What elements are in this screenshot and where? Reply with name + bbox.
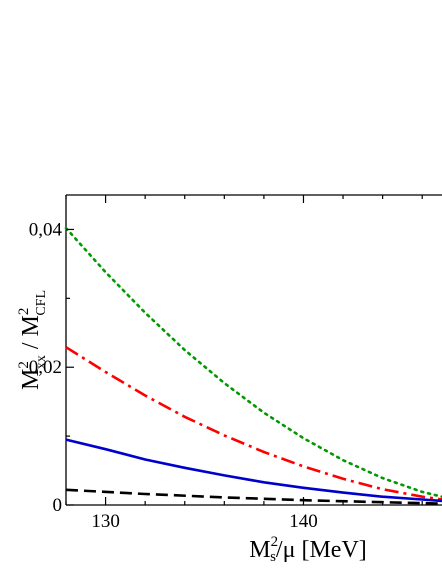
x-rest: /μ [MeV] — [276, 537, 367, 563]
series-layer — [64, 226, 442, 505]
series-line-solid — [65, 438, 442, 503]
y-den-sup: 2 — [16, 308, 32, 316]
x-tick-label: 140 — [289, 511, 318, 532]
y-den-base: M — [18, 315, 44, 336]
series-line-dotted — [64, 226, 442, 498]
plot-frame — [65, 194, 442, 506]
ticks-layer: 130 140 0 0,02 0,04 — [29, 195, 423, 532]
x-sup: 2 — [271, 534, 279, 550]
series-line-dashdot — [65, 346, 442, 501]
series-line-dashed — [65, 488, 442, 505]
y-den-sub: CFL — [34, 290, 49, 316]
y-tick-label: 0,02 — [29, 357, 62, 378]
x-axis-title: M2 s/μ [MeV] — [249, 534, 367, 565]
y-num-sup: 2 — [16, 361, 32, 369]
y-axis-title: M2 xx / M2 CFL — [16, 290, 49, 390]
y-num-sub: xx — [34, 355, 49, 369]
y-num-base: M — [18, 369, 44, 390]
y-tick-label: 0,04 — [29, 219, 63, 240]
x-sub: s — [270, 549, 276, 565]
x-tick-label: 130 — [91, 511, 120, 532]
y-tick-label: 0 — [53, 495, 63, 516]
x-base: M — [249, 537, 270, 563]
y-sep: / — [18, 337, 44, 356]
